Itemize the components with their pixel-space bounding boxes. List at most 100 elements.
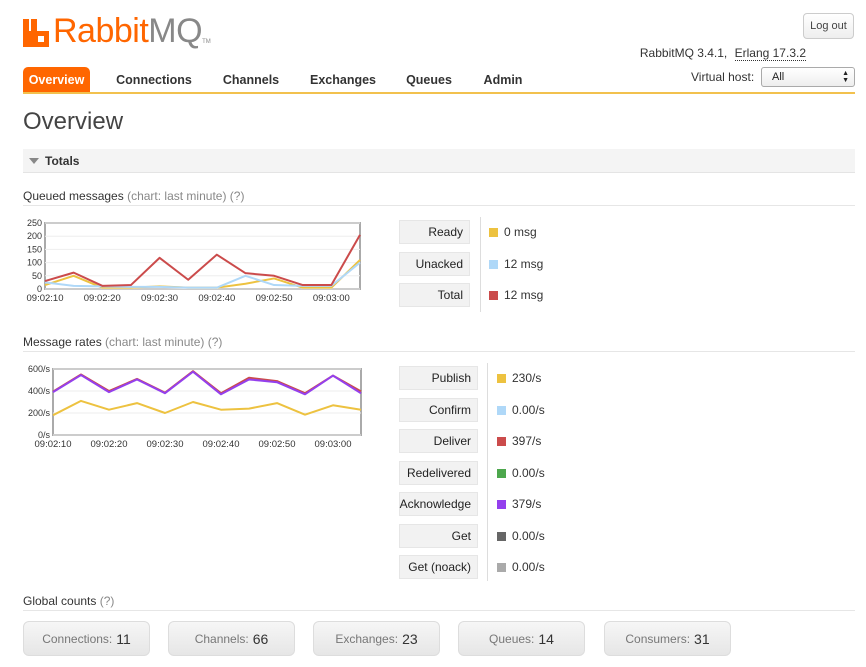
confirm-swatch [497,405,506,415]
rates-x-tick-label: 09:02:50 [259,439,296,450]
legend-acknowledge-value: 379/s [497,497,541,511]
queued-y-tick-label: 250 [27,218,42,228]
legend-redelivered-button[interactable]: Redelivered [399,461,478,485]
deliver-swatch [497,436,506,446]
legend-ready-button[interactable]: Ready [399,220,470,244]
rates-x-tick-label: 09:02:20 [91,439,128,450]
main-nav: Overview Connections Channels Exchanges … [23,67,855,94]
queued-x-tick-label: 09:02:50 [256,293,293,304]
select-arrows-icon: ▲ ▼ [842,70,849,84]
rates-y-tick-label: 600/s [28,364,51,374]
legend-get-value: 0.00/s [497,529,545,543]
connections-count-button[interactable]: Connections: 11 [23,621,150,656]
exchanges-count-label: Exchanges: [335,631,399,646]
queued-y-tick-label: 150 [27,244,42,254]
legend-acknowledge-button[interactable]: Acknowledge [399,492,478,516]
get-value: 0.00/s [512,529,545,543]
divider [480,217,481,312]
queues-count-value: 14 [538,630,554,647]
page-title: Overview [23,108,124,135]
get-swatch [497,531,506,541]
unacked-swatch [489,259,498,269]
version-info: RabbitMQ 3.4.1, Erlang 17.3.2 [639,46,806,61]
total-value: 12 msg [504,288,544,302]
acknowledge-value: 379/s [512,497,542,511]
queued-y-tick-label: 200 [27,231,42,241]
ready-swatch [489,227,498,237]
rates-help-link[interactable]: (?) [207,335,223,349]
divider [487,363,488,581]
legend-get-noack-button[interactable]: Get (noack) [399,555,478,579]
rates-series-acknowledge [52,370,362,396]
consumers-count-button[interactable]: Consumers: 31 [604,621,731,656]
legend-confirm-button[interactable]: Confirm [399,398,478,422]
logout-button[interactable]: Log out [803,13,854,39]
get-noack-value: 0.00/s [512,560,545,574]
channels-count-value: 66 [252,630,269,647]
global-help-link[interactable]: (?) [99,594,115,608]
divider [23,610,855,611]
queued-x-tick-label: 09:02:20 [84,293,121,304]
divider [23,205,855,206]
queues-count-label: Queues: [489,631,535,646]
legend-unacked-value: 12 msg [489,257,543,271]
queued-help-link[interactable]: (?) [229,189,245,203]
totals-section-header[interactable]: Totals [23,149,855,173]
legend-confirm-value: 0.00/s [497,403,545,417]
message-rates-label: Message rates [23,335,102,349]
consumers-count-value: 31 [694,630,710,647]
channels-count-label: Channels: [194,631,249,646]
consumers-count-label: Consumers: [625,631,691,646]
unacked-value: 12 msg [504,257,544,271]
rabbit-logo-icon [23,18,49,47]
queued-messages-chart: 0 50 100 150 200 250 09:02:10 09:02:20 09:02:30 0… [27,218,361,304]
tab-exchanges[interactable]: Exchanges [309,72,376,87]
exchanges-count-button[interactable]: Exchanges: 23 [313,621,440,656]
logo-text: RabbitMQ [53,12,203,51]
channels-count-button[interactable]: Channels: 66 [168,621,295,656]
queued-plot-frame [44,222,361,290]
logo-mq-text: MQ [148,12,203,50]
legend-get-noack-value: 0.00/s [497,560,545,574]
global-counts-heading: Global counts (?) [23,594,114,608]
rates-x-tick-label: 09:03:00 [315,439,352,450]
tab-channels[interactable]: Channels [222,72,280,87]
legend-publish-button[interactable]: Publish [399,366,478,390]
erlang-version-link[interactable]: Erlang 17.3.2 [734,46,806,61]
legend-deliver-button[interactable]: Deliver [399,429,478,453]
legend-total-button[interactable]: Total [399,283,470,307]
total-swatch [489,290,498,300]
tab-queues[interactable]: Queues [406,72,452,87]
queued-y-tick-label: 100 [27,258,42,268]
message-rates-chart: 0/s 200/s 400/s 600/s 09:02:10 09:02:20 09:02:… [28,364,362,450]
global-counts-label: Global counts [23,594,97,608]
rates-chart-range-link[interactable]: (chart: last minute) [105,335,205,349]
vhost-select[interactable]: All ▲ ▼ [761,67,855,87]
legend-get-button[interactable]: Get [399,524,478,548]
legend-ready-value: 0 msg [489,225,537,239]
queued-y-tick-label: 0 [37,284,42,294]
get-noack-swatch [497,562,506,572]
rabbitmq-version: RabbitMQ 3.4.1, [639,46,728,60]
publish-value: 230/s [512,371,542,385]
queued-x-tick-label: 09:02:10 [27,293,64,304]
logo-rabbit-text: Rabbit [53,12,149,50]
tab-connections[interactable]: Connections [116,72,192,87]
message-rates-heading: Message rates (chart: last minute) (?) [23,335,222,349]
legend-total-value: 12 msg [489,288,543,302]
tab-admin[interactable]: Admin [483,72,523,87]
rates-y-tick-label: 400/s [28,386,51,396]
legend-unacked-button[interactable]: Unacked [399,252,470,276]
rates-y-tick-label: 0/s [38,430,51,440]
queues-count-button[interactable]: Queues: 14 [458,621,585,656]
queued-chart-range-link[interactable]: (chart: last minute) [127,189,227,203]
confirm-value: 0.00/s [512,403,545,417]
vhost-label: Virtual host: [691,70,755,84]
legend-redelivered-value: 0.00/s [497,466,545,480]
ready-value: 0 msg [504,225,537,239]
rates-series-publish [52,399,362,417]
vhost-select-value: All [772,71,785,83]
tab-overview[interactable]: Overview [23,67,90,92]
rates-y-tick-label: 200/s [28,408,51,418]
collapse-triangle-icon [29,157,39,164]
